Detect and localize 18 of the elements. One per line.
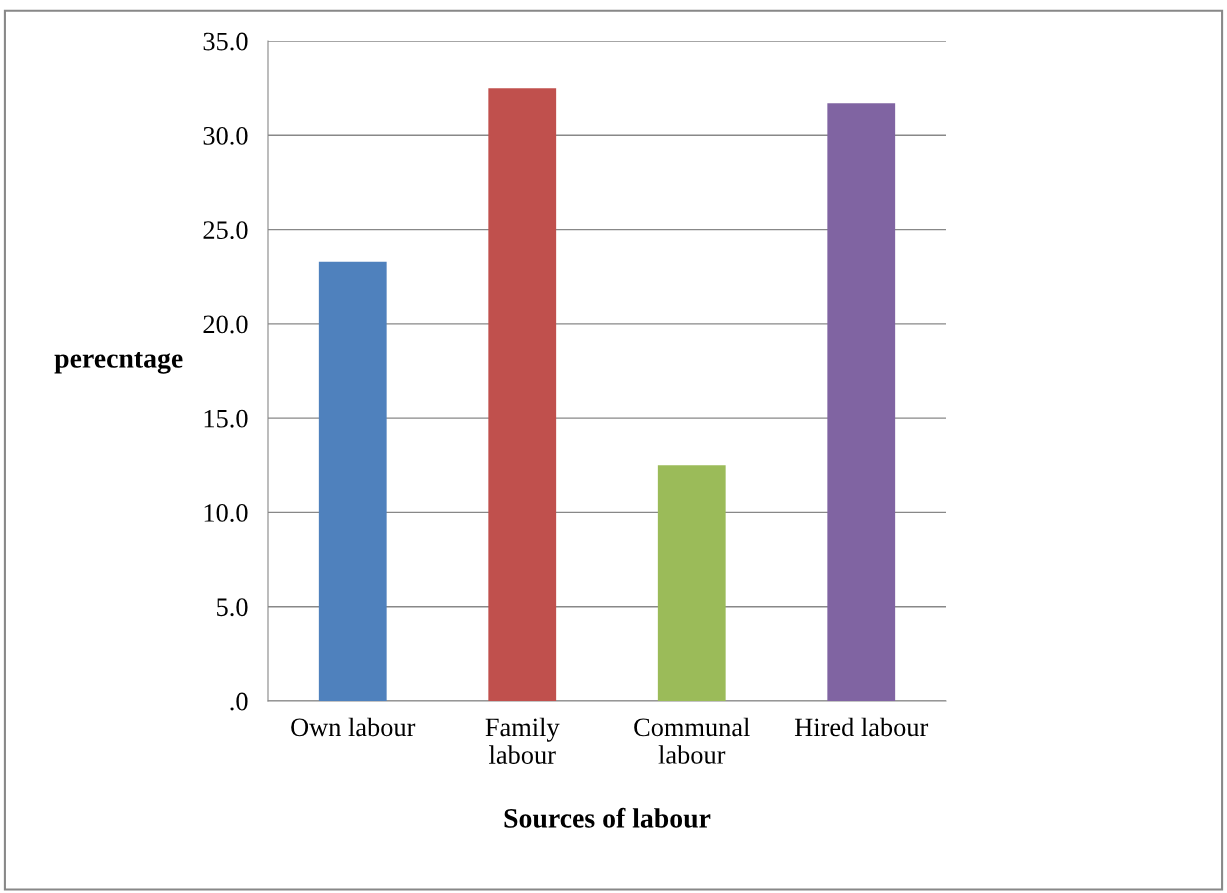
x-tick-label: Family labour <box>485 717 560 764</box>
bar <box>657 465 726 701</box>
y-tick-label: 15.0 <box>204 409 248 428</box>
y-axis-title: perecntage <box>54 351 183 374</box>
y-tick-label: 30.0 <box>203 126 248 145</box>
y-tick-label: 25.0 <box>203 221 248 240</box>
x-axis-title: Sources of labour <box>504 807 711 828</box>
bar <box>827 103 896 701</box>
bar <box>318 261 387 701</box>
x-tick-label: Own labour <box>291 717 416 737</box>
y-tick-label: 5.0 <box>217 598 248 617</box>
y-tick-label: .0 <box>230 692 248 711</box>
bar <box>488 88 557 701</box>
y-tick-label: 10.0 <box>204 504 248 522</box>
y-tick-label: 20.0 <box>203 315 248 334</box>
x-tick-label: Hired labour <box>794 717 929 737</box>
x-tick-label: Communal labour <box>634 717 750 764</box>
y-tick-label: 35.0 <box>203 32 248 51</box>
